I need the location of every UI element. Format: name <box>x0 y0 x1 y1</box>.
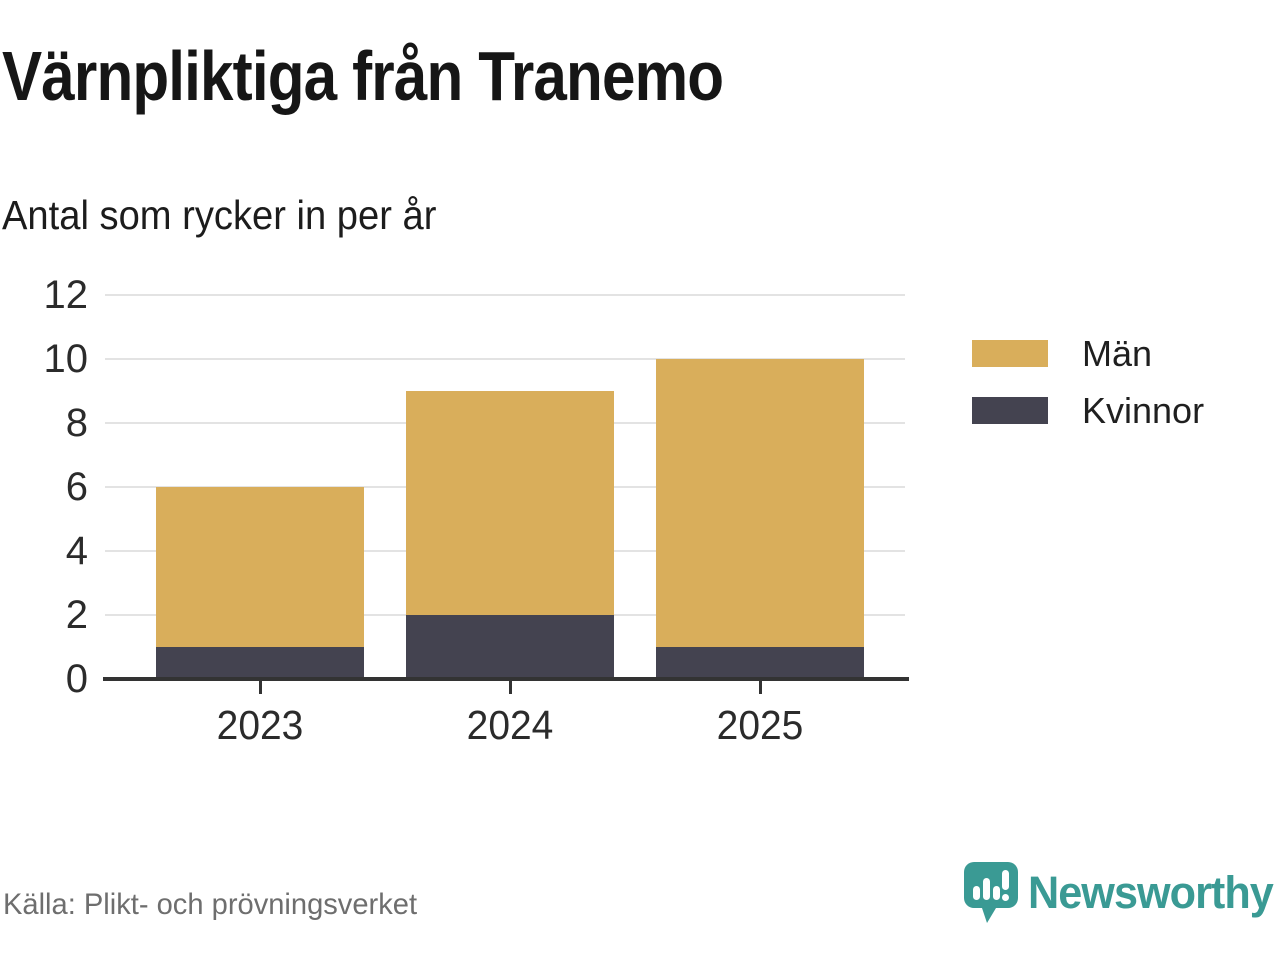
bar-segment-män-2025 <box>656 359 864 647</box>
y-axis-label-6: 6 <box>65 465 88 509</box>
y-axis-label-2: 2 <box>65 593 88 637</box>
legend-item-män: Män <box>972 333 1232 374</box>
brand-name: Newsworthy <box>1028 867 1274 918</box>
x-axis-label-2024: 2024 <box>466 702 554 748</box>
newsworthy-brand: Newsworthy <box>964 862 1274 926</box>
gridline-y12 <box>105 294 905 296</box>
x-axis-tick-2023 <box>258 681 262 694</box>
bar-segment-kvinnor-2023 <box>156 647 364 679</box>
bar-segment-kvinnor-2024 <box>406 615 614 679</box>
bar-segment-män-2023 <box>156 487 364 647</box>
legend-item-kvinnor: Kvinnor <box>972 390 1232 431</box>
x-axis-tick-2024 <box>508 681 512 694</box>
gridline-y10 <box>105 358 905 360</box>
chart-plot-area <box>105 294 905 679</box>
y-axis-label-0: 0 <box>65 657 88 701</box>
legend-swatch-kvinnor <box>972 397 1048 424</box>
x-axis-line <box>103 677 909 681</box>
legend-swatch-män <box>972 340 1048 367</box>
source-text: Källa: Plikt- och prövningsverket <box>3 888 418 921</box>
page-title: Värnpliktiga från Tranemo <box>2 37 724 115</box>
y-axis-label-4: 4 <box>65 529 88 573</box>
bar-segment-män-2024 <box>406 391 614 615</box>
y-axis-label-12: 12 <box>43 273 89 317</box>
legend-label-kvinnor: Kvinnor <box>1082 389 1205 431</box>
y-axis-label-8: 8 <box>65 401 88 445</box>
x-axis-tick-2025 <box>758 681 762 694</box>
x-axis-label-2023: 2023 <box>216 702 304 748</box>
y-axis-label-10: 10 <box>43 337 89 381</box>
x-axis-label-2025: 2025 <box>716 702 804 748</box>
newsworthy-logo-icon <box>964 862 1018 923</box>
bar-segment-kvinnor-2025 <box>656 647 864 679</box>
legend-label-män: Män <box>1082 332 1153 374</box>
page-subtitle: Antal som rycker in per år <box>2 192 437 238</box>
